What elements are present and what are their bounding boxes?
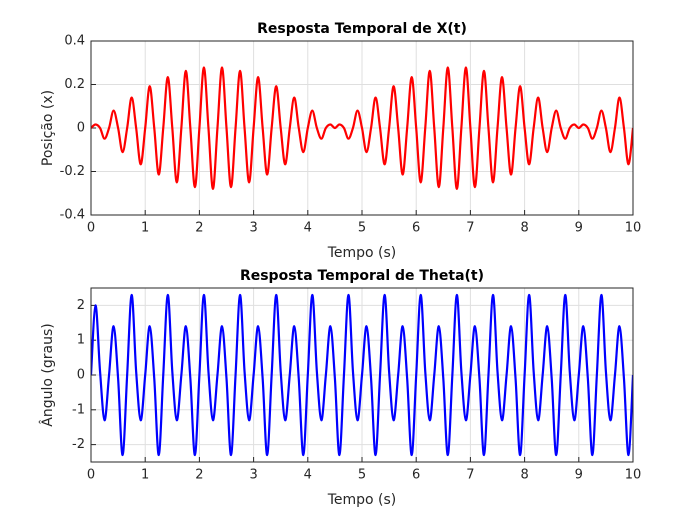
x-tick-label: 2	[195, 221, 203, 236]
y-tick-label: 1	[77, 333, 85, 348]
y-axis-label: Posição (x)	[40, 90, 56, 166]
x-tick-label: 9	[575, 221, 583, 236]
x-tick-label: 4	[304, 468, 312, 483]
y-tick-label: -0.2	[60, 164, 85, 179]
x-axis-label: Tempo (s)	[327, 492, 397, 508]
y-tick-label: -2	[72, 437, 85, 452]
x-tick-label: 3	[249, 468, 257, 483]
data-line	[91, 66, 633, 191]
x-tick-label: 7	[466, 221, 474, 236]
x-tick-label: 8	[520, 468, 528, 483]
x-tick-label: 8	[520, 221, 528, 236]
x-tick-label: 0	[87, 221, 95, 236]
x-tick-label: 0	[87, 468, 95, 483]
data-line	[91, 293, 633, 457]
y-tick-label: 0	[77, 368, 85, 383]
y-tick-label: 0.4	[64, 34, 85, 49]
axes-box	[90, 40, 634, 216]
x-tick-label: 2	[195, 468, 203, 483]
y-axis-label: Ângulo (graus)	[38, 323, 56, 426]
x-tick-label: 10	[625, 221, 642, 236]
x-tick-label: 5	[358, 468, 366, 483]
y-tick-label: 0.2	[64, 77, 85, 92]
x-tick-label: 1	[141, 221, 149, 236]
x-tick-label: 10	[625, 468, 642, 483]
y-tick-label: 0	[77, 121, 85, 136]
x-tick-label: 4	[304, 221, 312, 236]
x-tick-label: 6	[412, 468, 420, 483]
x-axis-label: Tempo (s)	[327, 245, 397, 261]
x-tick-label: 5	[358, 221, 366, 236]
axes-box	[90, 287, 634, 463]
y-tick-label: -1	[72, 402, 85, 417]
chart-title: Resposta Temporal de X(t)	[257, 21, 467, 37]
x-tick-label: 7	[466, 468, 474, 483]
x-tick-label: 6	[412, 221, 420, 236]
x-tick-label: 9	[575, 468, 583, 483]
chart-title: Resposta Temporal de Theta(t)	[240, 268, 484, 284]
y-tick-label: -0.4	[60, 208, 85, 223]
x-tick-label: 3	[249, 221, 257, 236]
y-tick-label: 2	[77, 298, 85, 313]
x-tick-label: 1	[141, 468, 149, 483]
